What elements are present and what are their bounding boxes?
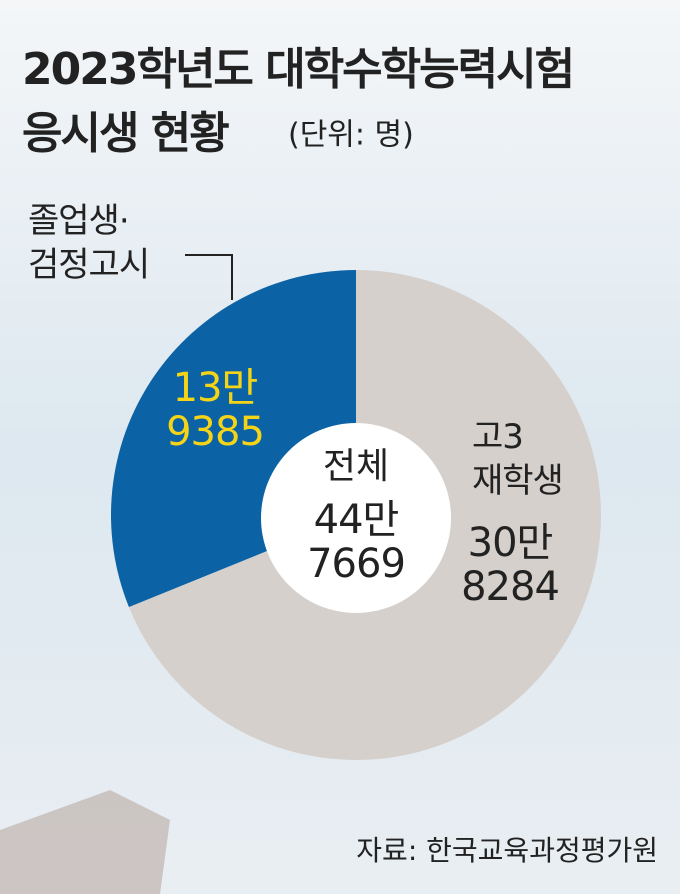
category-label: 고3 재학생 <box>472 417 563 501</box>
total-label: 전체 <box>323 446 389 487</box>
leader-line <box>185 254 233 300</box>
total-value: 44만 7669 <box>307 497 405 587</box>
donut-hole <box>261 423 451 613</box>
value-label: 30만 8284 <box>461 520 559 610</box>
chart-title: 2023학년도 대학수학능력시험 응시생 현황 <box>22 44 573 159</box>
category-label: 졸업생· 검정고시 <box>28 201 149 285</box>
source: 자료: 한국교육과정평가원 <box>356 834 658 867</box>
roof-decoration <box>0 790 170 894</box>
subtitle: (단위: 명) <box>288 118 414 153</box>
value-label: 13만 9385 <box>166 365 264 455</box>
